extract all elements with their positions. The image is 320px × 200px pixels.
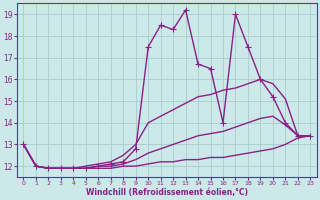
- X-axis label: Windchill (Refroidissement éolien,°C): Windchill (Refroidissement éolien,°C): [86, 188, 248, 197]
